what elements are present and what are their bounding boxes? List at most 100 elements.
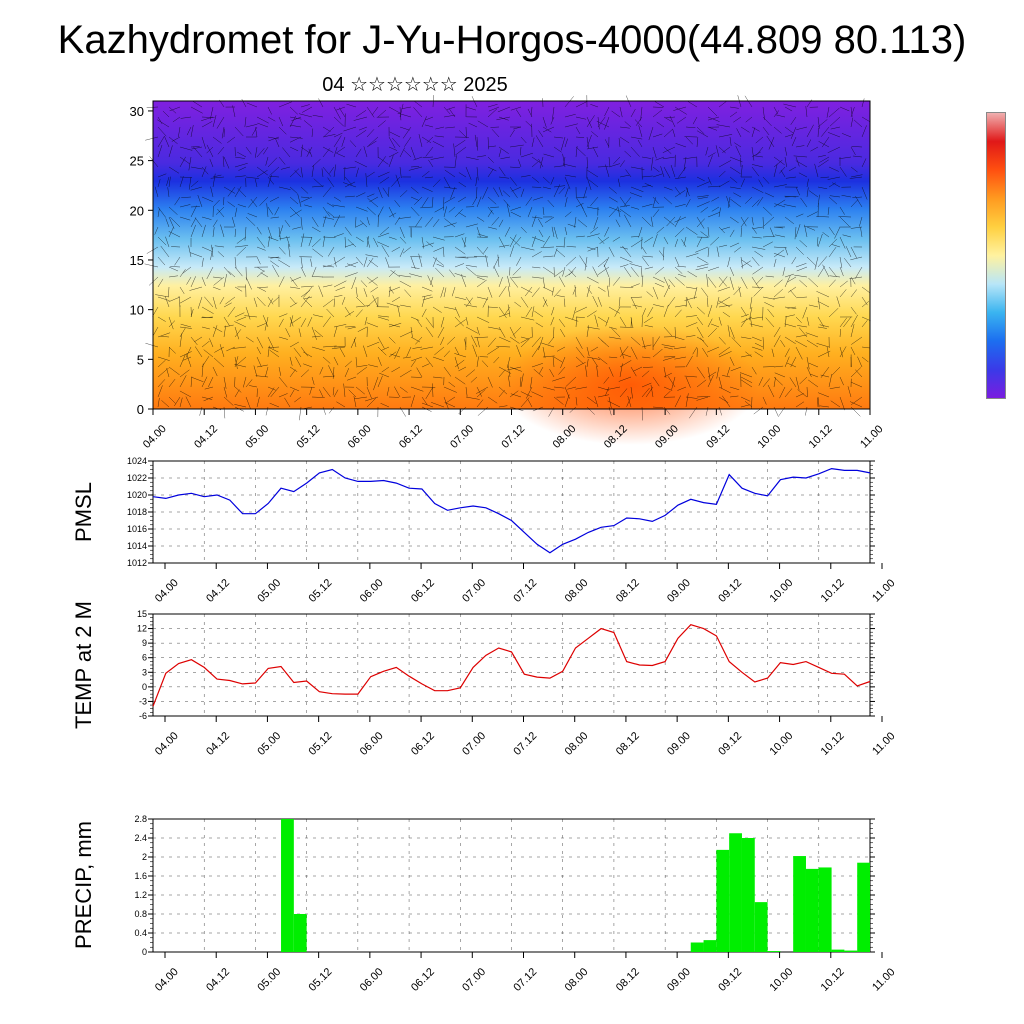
pmsl-ytick-label: 1012 (127, 558, 147, 568)
wind-barb (394, 216, 401, 225)
wind-barb (805, 406, 808, 416)
pmsl-xtick-label: 07.00 (460, 577, 488, 605)
wind-barb (265, 406, 269, 416)
wind-barb (597, 266, 610, 276)
wind-barb (474, 134, 478, 148)
wind-barb (458, 172, 467, 178)
wind-barb (278, 226, 281, 241)
wind-barb (333, 196, 341, 202)
wind-barb (410, 166, 420, 168)
wind-barb (752, 266, 764, 275)
wind-barb (795, 346, 803, 360)
wind-barb (355, 236, 364, 242)
wind-barb (278, 366, 282, 376)
wind-barb (765, 275, 775, 278)
wind-barb (820, 366, 830, 378)
wind-barb (641, 203, 653, 208)
wind-barb (692, 346, 698, 355)
wind-barb (355, 296, 365, 306)
wind-barb (454, 209, 463, 218)
wind-barb (259, 196, 269, 206)
wind-barb (333, 256, 337, 267)
wind-barb (234, 207, 238, 218)
wind-barb (302, 106, 313, 113)
wind-barb (353, 396, 357, 408)
wind-barb (784, 246, 789, 256)
wind-barb (344, 226, 352, 236)
temp-xtick-label: 10.00 (767, 730, 795, 758)
wind-barb (638, 226, 643, 238)
wind-barb (228, 271, 236, 278)
wind-barb (702, 347, 709, 358)
wind-barb (707, 176, 712, 185)
wind-barb (322, 216, 335, 220)
wind-barb (388, 136, 396, 149)
wind-barb (790, 116, 797, 125)
wind-barb (454, 256, 469, 259)
wind-barb (186, 126, 192, 136)
wind-barb (421, 116, 427, 128)
wind-barb (775, 114, 786, 118)
wind-barb (512, 326, 522, 336)
wind-barb (729, 176, 738, 184)
wind-barb (388, 322, 402, 328)
wind-barb (213, 276, 225, 286)
wind-barb (773, 279, 783, 288)
wind-barb (448, 108, 456, 118)
wind-barb (234, 175, 246, 178)
wind-barb (762, 126, 770, 136)
wind-barb (701, 287, 709, 298)
pmsl-xtick-label: 04.12 (204, 577, 232, 605)
wind-barb (696, 181, 710, 188)
wind-barb (845, 246, 852, 258)
wind-barb (312, 114, 324, 118)
wind-barb (850, 256, 863, 261)
wind-barb (827, 176, 841, 180)
wind-barb (729, 242, 740, 248)
wind-barb (794, 274, 808, 278)
wind-barb (476, 226, 481, 238)
wind-barb (674, 216, 687, 223)
wind-barb (188, 156, 192, 171)
wind-barb (784, 273, 794, 278)
wind-barb (201, 121, 213, 128)
wind-barb (504, 226, 511, 237)
wind-barb (685, 136, 693, 145)
wind-barb (821, 126, 830, 137)
wind-barb (538, 158, 544, 168)
wind-barb (574, 285, 577, 298)
wind-barb (543, 153, 555, 158)
wind-barb (588, 179, 599, 188)
wind-barb (426, 241, 434, 248)
wind-barb (795, 263, 807, 268)
wind-barb (201, 196, 214, 202)
wind-barb (773, 110, 780, 118)
wind-barb (498, 244, 510, 248)
wind-barb (365, 173, 368, 188)
wind-barb (421, 402, 434, 408)
wind-barb (850, 174, 863, 178)
wind-barb (855, 369, 863, 378)
wind-barb (162, 110, 170, 118)
wind-barb (256, 170, 268, 178)
wind-barb (353, 116, 368, 121)
wind-barb (168, 320, 176, 328)
wind-barb (344, 181, 356, 188)
wind-barb (157, 144, 163, 158)
wind-barb (333, 132, 343, 138)
precip-bar (793, 856, 806, 952)
wind-barb (278, 246, 286, 255)
wind-barb (608, 306, 621, 314)
wind-barb (335, 146, 346, 154)
wind-barb (552, 355, 555, 368)
wind-barb (817, 256, 828, 268)
wind-barb (476, 166, 479, 181)
wind-barb (322, 166, 332, 177)
wind-barb (608, 277, 611, 288)
wind-barb (685, 253, 699, 258)
wind-barb (789, 289, 797, 298)
wind-barb (773, 184, 787, 188)
wind-barb (365, 396, 379, 402)
wind-barb (675, 143, 687, 148)
